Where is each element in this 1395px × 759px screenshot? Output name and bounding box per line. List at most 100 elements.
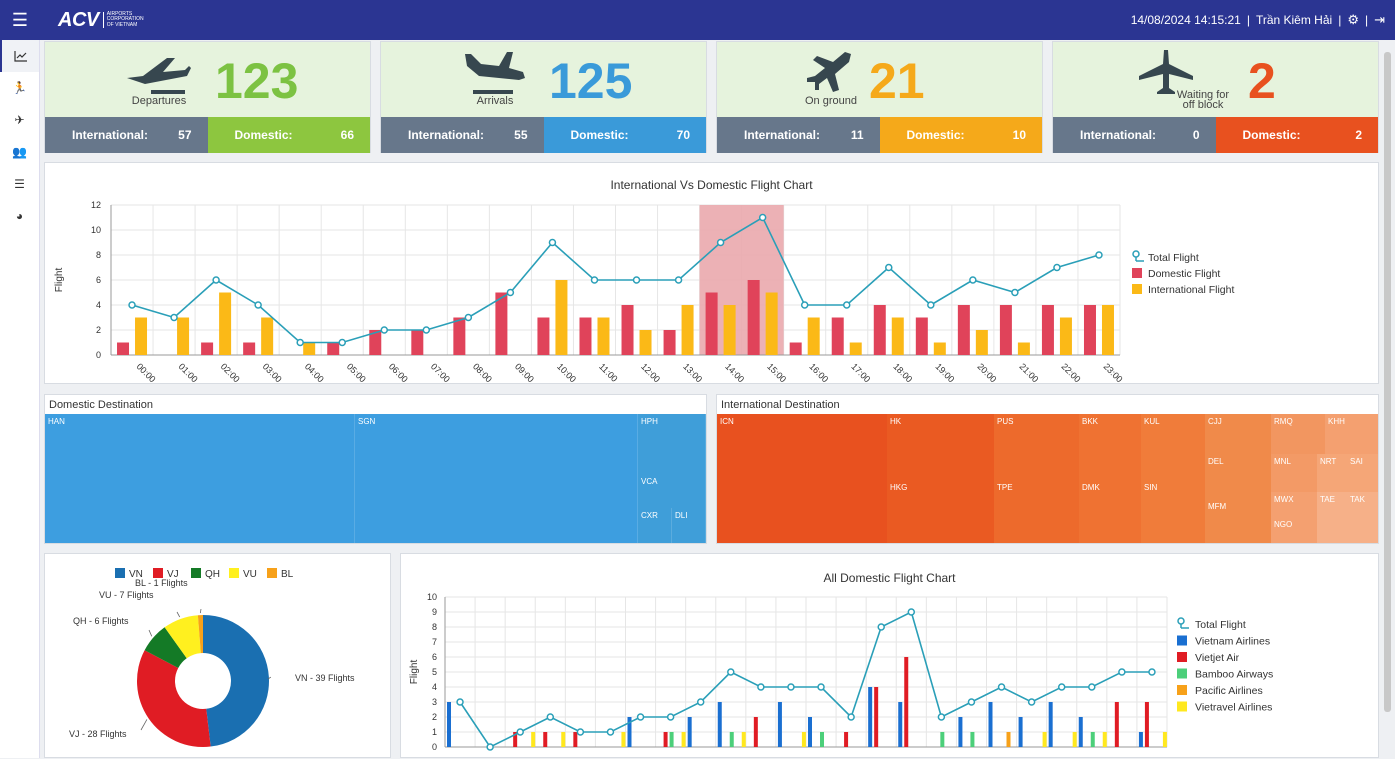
bar-vietnam-airlines	[717, 702, 722, 747]
bar-bamboo-airways	[729, 732, 734, 747]
treemap-cell-mwx[interactable]: MWX	[1271, 492, 1317, 517]
bar-bamboo-airways	[669, 732, 674, 747]
x-tick-label: 08:00	[471, 361, 494, 384]
pie-leader-line	[148, 629, 153, 637]
treemap-cell-sai[interactable]: SAI	[1347, 454, 1378, 492]
scrollbar[interactable]	[1384, 52, 1391, 712]
legend-label: Vietravel Airlines	[1195, 702, 1272, 714]
total-flight-point	[632, 276, 641, 284]
treemap-cell-icn[interactable]: ICN	[717, 414, 887, 543]
pie-slice-vu	[164, 615, 201, 659]
x-tick-label: 15:00	[765, 361, 788, 384]
treemap-cell-bkk[interactable]: BKK	[1079, 414, 1141, 480]
sidebar: 🏃 ✈ 👥 ☰ ◕	[0, 40, 40, 758]
sidebar-item-users[interactable]: 👥	[0, 136, 39, 168]
logout-icon[interactable]: ⇥	[1374, 12, 1385, 27]
all-domestic-flight-chart: All Domestic Flight Chart 0 1 2 3 4 5 6 7 8 9 10 Fl…	[400, 553, 1379, 758]
y-tick-label: 5	[432, 667, 437, 677]
user-name[interactable]: Trần Kiêm Hải	[1255, 13, 1333, 27]
treemap-cell-dli[interactable]: DLI	[672, 508, 706, 543]
treemap-cell-vca[interactable]: VCA	[638, 474, 706, 508]
treemap-cell-cjj[interactable]: CJJ	[1205, 414, 1271, 454]
international-bar	[597, 317, 610, 355]
chart-title: International Vs Domestic Flight Chart	[610, 178, 813, 192]
domestic-count: Domestic: 70	[543, 117, 706, 153]
bar-vietnam-airlines	[808, 717, 812, 747]
x-tick-label: 02:00	[219, 361, 242, 384]
total-flight-point	[636, 713, 645, 721]
y-tick-label: 0	[96, 350, 101, 360]
treemap-cell-sgn[interactable]: SGN	[355, 414, 638, 543]
total-flight-point	[170, 313, 178, 322]
x-tick-label: 01:00	[177, 361, 200, 384]
total-flight-point	[380, 326, 389, 334]
pie-label: QH - 6 Flights	[73, 616, 129, 626]
international-bar	[975, 330, 988, 355]
total-flight-point	[969, 276, 977, 284]
international-bar	[807, 317, 820, 355]
y-tick-label: 7	[432, 637, 437, 647]
total-flight-point	[506, 288, 515, 297]
treemap-cell-hkg[interactable]: HKG	[887, 480, 994, 543]
treemap-cell-cxr[interactable]: CXR	[638, 508, 672, 543]
total-flight-point	[128, 301, 136, 309]
treemap-cell-pus[interactable]: PUS	[994, 414, 1079, 480]
sidebar-item-reports[interactable]: ◕	[0, 200, 39, 232]
sidebar-item-list[interactable]: ☰	[0, 168, 39, 200]
line-chart-icon	[13, 51, 27, 62]
treemap-cell-del[interactable]: DEL	[1205, 454, 1271, 499]
sidebar-item-dashboard[interactable]	[0, 40, 39, 72]
total-flight-point	[254, 301, 262, 309]
domestic-bar	[495, 292, 508, 355]
domestic-label: Domestic:	[234, 128, 293, 142]
legend-swatch	[1177, 701, 1187, 712]
domestic-bar	[873, 305, 886, 355]
sidebar-item-activity[interactable]: 🏃	[0, 72, 39, 104]
intl-vs-domestic-chart-svg: 0 2 4 6 8 10 12 Flight 00:00 01:00 02:00 03:00 04:00…	[54, 200, 1234, 384]
y-tick-label: 10	[91, 225, 101, 235]
stat-value: 21	[869, 53, 925, 109]
international-label: International:	[1080, 128, 1157, 142]
domestic-bar	[663, 330, 676, 355]
treemap-cell-nrt[interactable]: NRT	[1317, 454, 1347, 492]
total-flight-point	[716, 238, 725, 247]
treemap-cell-tak[interactable]: TAK	[1347, 492, 1378, 543]
total-flight-point	[757, 683, 765, 691]
treemap-cell-dmk[interactable]: DMK	[1079, 480, 1141, 543]
menu-icon[interactable]: ☰	[11, 9, 29, 30]
x-tick-label: 20:00	[975, 361, 998, 384]
domestic-count: Domestic: 2	[1215, 117, 1378, 153]
x-tick-label: 23:00	[1102, 361, 1125, 384]
treemap-cell-tpe[interactable]: TPE	[994, 480, 1079, 543]
bar-vietnam-airlines	[1138, 732, 1143, 747]
stat-value: 2	[1248, 53, 1276, 109]
treemap-cell-mfm[interactable]: MFM	[1205, 499, 1271, 543]
treemap-cell-mnl[interactable]: MNL	[1271, 454, 1317, 492]
bar-vietravel-airlines	[801, 732, 806, 747]
treemap-cell-han[interactable]: HAN	[45, 414, 355, 543]
total-flight-point	[1027, 698, 1036, 706]
stat-top: Arrivals 125	[381, 42, 706, 118]
treemap-cell-sin[interactable]: SIN	[1141, 480, 1205, 543]
total-flight-point	[696, 698, 705, 706]
sidebar-item-flights[interactable]: ✈	[0, 104, 39, 136]
treemap-cell-hph[interactable]: HPH	[638, 414, 706, 474]
x-tick-label: 12:00	[639, 361, 662, 384]
domestic-bar	[579, 317, 592, 355]
legend-swatch	[267, 568, 277, 578]
international-bar	[933, 342, 946, 355]
treemap-cell-hk[interactable]: HK	[887, 414, 994, 480]
total-flight-point	[546, 713, 555, 721]
legend-swatch	[1177, 652, 1187, 662]
domestic-bar	[411, 330, 424, 355]
legend-swatch	[1132, 284, 1142, 294]
treemap-cell-tae[interactable]: TAE	[1317, 492, 1347, 543]
domestic-bar	[1083, 305, 1096, 355]
total-flight-point	[1011, 288, 1019, 297]
treemap-cell-ngo[interactable]: NGO	[1271, 517, 1317, 543]
total-flight-point	[576, 728, 585, 736]
treemap-cell-kul[interactable]: KUL	[1141, 414, 1205, 480]
domestic-bar	[747, 280, 760, 355]
gear-icon[interactable]: ⚙	[1347, 12, 1359, 27]
bar-vietnam-airlines	[447, 702, 451, 747]
